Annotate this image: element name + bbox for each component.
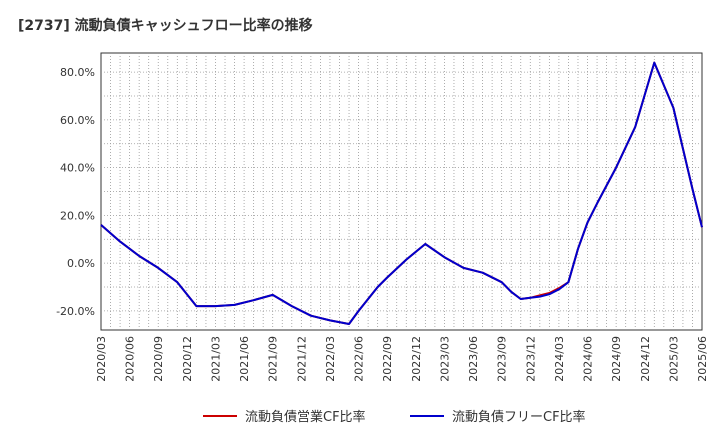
legend-label-free-cf: 流動負債フリーCF比率 (452, 410, 586, 425)
legend-item-operating-cf: 流動負債営業CF比率 (203, 406, 366, 425)
x-tick-label: 2023/03 (438, 336, 451, 382)
series-lines (100, 61, 703, 325)
x-tick-label: 2023/09 (496, 336, 509, 382)
legend-swatch-operating-cf (203, 414, 237, 417)
legend-swatch-free-cf (410, 414, 444, 417)
series-line-free-cf (100, 61, 703, 325)
y-tick-label: 40.0% (60, 162, 95, 175)
x-tick-label: 2020/03 (95, 336, 108, 382)
x-tick-label: 2021/06 (238, 336, 251, 382)
y-axis-ticks: -20.0% 0.0% 20.0% 40.0% 60.0% 80.0% (56, 66, 95, 318)
x-tick-label: 2024/12 (639, 336, 652, 382)
gridlines (101, 53, 702, 330)
x-tick-label: 2022/03 (324, 336, 337, 382)
y-tick-label: 80.0% (60, 66, 95, 79)
x-tick-label: 2025/06 (696, 336, 709, 382)
x-tick-label: 2023/12 (524, 336, 537, 382)
x-tick-label: 2020/12 (181, 336, 194, 382)
legend-label-operating-cf: 流動負債営業CF比率 (245, 410, 366, 425)
x-tick-label: 2023/06 (467, 336, 480, 382)
x-tick-label: 2024/09 (610, 336, 623, 382)
x-tick-label: 2022/09 (381, 336, 394, 382)
x-tick-label: 2020/09 (152, 336, 165, 382)
chart-title: [2737] 流動負債キャッシュフロー比率の推移 (18, 18, 313, 34)
x-tick-label: 2022/06 (353, 336, 366, 382)
y-tick-label: 60.0% (60, 114, 95, 127)
x-tick-label: 2022/12 (410, 336, 423, 382)
x-tick-label: 2020/06 (124, 336, 137, 382)
x-tick-label: 2024/06 (582, 336, 595, 382)
legend: 流動負債営業CF比率 流動負債フリーCF比率 (0, 406, 720, 426)
y-tick-label: 0.0% (67, 257, 95, 270)
y-tick-label: -20.0% (56, 305, 95, 318)
x-tick-label: 2021/03 (209, 336, 222, 382)
x-axis-ticks: 2020/03 2020/06 2020/09 2020/12 2021/03 2021/… (95, 336, 709, 382)
x-tick-label: 2025/03 (667, 336, 680, 382)
x-tick-label: 2021/09 (267, 336, 280, 382)
legend-item-free-cf: 流動負債フリーCF比率 (410, 406, 586, 425)
x-tick-label: 2024/03 (553, 336, 566, 382)
y-tick-label: 20.0% (60, 209, 95, 222)
x-tick-label: 2021/12 (295, 336, 308, 382)
